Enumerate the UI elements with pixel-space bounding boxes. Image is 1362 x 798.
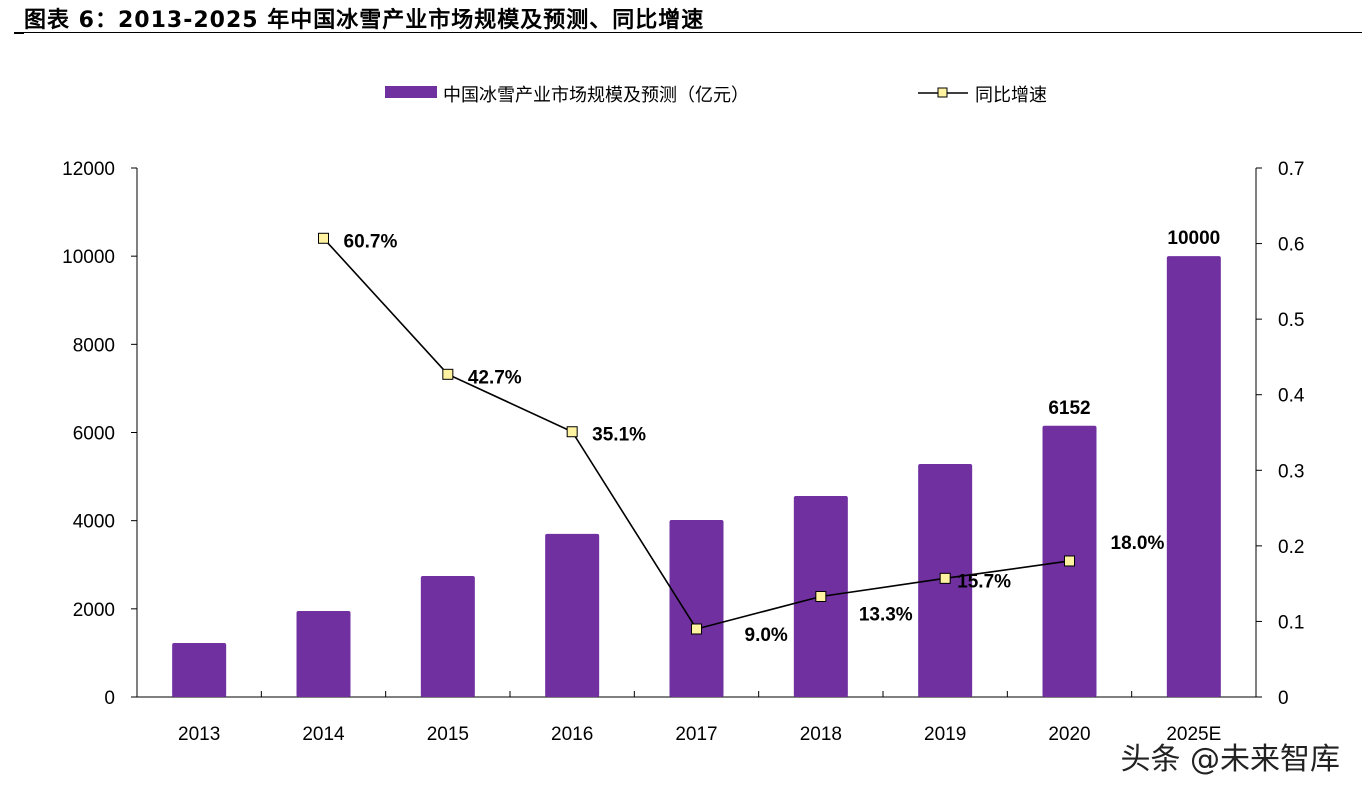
left-tick-label: 0 <box>104 688 115 709</box>
growth-data-label: 15.7% <box>957 571 1011 592</box>
legend: 中国冰雪产业市场规模及预测（亿元） 同比增速 <box>385 85 1047 105</box>
bar-2016 <box>545 533 600 697</box>
title-divider <box>14 32 1362 33</box>
bar-2015 <box>420 575 475 697</box>
bar-data-label: 10000 <box>1167 228 1220 249</box>
x-tick-label: 2017 <box>675 724 717 745</box>
growth-marker-2019 <box>939 572 951 584</box>
right-tick-label: 0.5 <box>1278 310 1304 331</box>
growth-marker-2017 <box>691 623 702 635</box>
bar-2013 <box>172 642 227 697</box>
x-tick-label: 2016 <box>551 724 593 745</box>
legend-bar-label: 中国冰雪产业市场规模及预测（亿元） <box>443 85 749 105</box>
left-tick-label: 12000 <box>62 159 115 180</box>
growth-data-label: 9.0% <box>745 625 788 646</box>
right-tick-label: 0 <box>1278 688 1289 709</box>
growth-data-label: 35.1% <box>592 425 646 446</box>
right-tick-label: 0.3 <box>1278 461 1304 482</box>
watermark: 头条 @未来智库 <box>1120 742 1340 777</box>
x-tick-label: 2015 <box>427 724 469 745</box>
left-tick-label: 2000 <box>73 600 115 621</box>
legend-bar-swatch <box>385 86 437 98</box>
title-divider-accent <box>14 32 24 34</box>
legend-line-label: 同比增速 <box>975 85 1047 105</box>
bar-2014 <box>296 611 351 697</box>
x-tick-label: 2014 <box>302 724 345 745</box>
right-tick-label: 0.7 <box>1278 159 1304 180</box>
growth-marker-2018 <box>815 590 827 602</box>
left-tick-label: 4000 <box>73 512 115 533</box>
bar-data-label: 6152 <box>1048 398 1090 419</box>
right-tick-label: 0.6 <box>1278 235 1304 256</box>
bar-2017 <box>669 520 724 697</box>
chart-title: 图表 6：2013-2025 年中国冰雪产业市场规模及预测、同比增速 <box>24 8 705 33</box>
x-tick-label: 2019 <box>924 724 966 745</box>
left-tick-label: 8000 <box>73 335 115 356</box>
left-tick-label: 6000 <box>73 424 115 445</box>
x-tick-label: 2013 <box>178 724 220 745</box>
growth-marker-2015 <box>442 368 454 380</box>
growth-data-label: 13.3% <box>859 604 913 625</box>
right-tick-label: 0.4 <box>1278 386 1305 407</box>
growth-data-label: 42.7% <box>468 367 522 388</box>
right-tick-label: 0.2 <box>1278 537 1304 558</box>
x-tick-label: 2020 <box>1048 724 1090 745</box>
growth-marker-2016 <box>566 426 578 438</box>
x-tick-label: 2025E <box>1166 724 1221 745</box>
legend-line-marker <box>937 87 948 98</box>
left-tick-label: 10000 <box>62 247 115 268</box>
bar-2025E <box>1166 256 1221 697</box>
growth-marker-2014 <box>318 232 329 244</box>
x-tick-label: 2018 <box>800 724 842 745</box>
growth-marker-2020 <box>1064 555 1075 567</box>
growth-data-label: 18.0% <box>1111 533 1165 554</box>
right-tick-label: 0.1 <box>1278 612 1304 633</box>
growth-data-label: 60.7% <box>344 231 398 252</box>
